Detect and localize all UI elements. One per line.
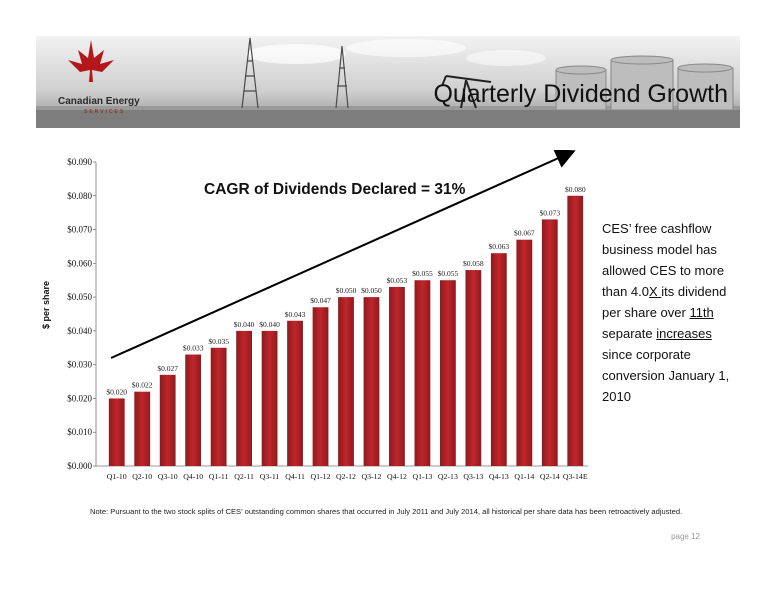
y-tick-label: $0.040 xyxy=(67,326,92,336)
bar-value-label: $0.040 xyxy=(259,320,280,329)
bar xyxy=(439,280,456,466)
x-tick-label: Q3-14E xyxy=(563,472,588,481)
x-tick-label: Q4-12 xyxy=(387,472,407,481)
bar xyxy=(210,347,227,466)
x-tick-label: Q1-13 xyxy=(412,472,432,481)
dividend-bar-chart: $0.000 $0.010 $0.020 $0.030 $0.040 $0.050 $0.0… xyxy=(41,150,588,481)
cagr-annotation: CAGR of Dividends Declared = 31% xyxy=(204,181,466,198)
bar-value-label: $0.055 xyxy=(412,269,433,278)
bar xyxy=(414,280,431,466)
bar-value-label: $0.020 xyxy=(106,387,127,396)
side-text-part5: separate xyxy=(602,326,657,341)
bar xyxy=(287,320,303,466)
side-text-part2: X xyxy=(649,284,662,299)
banner-landscape xyxy=(36,36,740,128)
bar-value-label: $0.033 xyxy=(183,344,204,353)
x-tick-label: Q2-12 xyxy=(336,472,356,481)
bar-value-label: $0.058 xyxy=(463,259,484,268)
bar xyxy=(567,195,584,466)
bar xyxy=(159,374,176,466)
y-tick-label: $0.060 xyxy=(67,258,92,268)
bar xyxy=(389,286,405,466)
x-tick-label: Q1-11 xyxy=(209,472,229,481)
x-tick-label: Q3-10 xyxy=(158,472,178,481)
side-text-part7: since corporate conversion January 1, 20… xyxy=(602,347,730,404)
bar xyxy=(465,270,482,466)
x-tick-label: Q3-11 xyxy=(260,472,280,481)
x-tick-label: Q1-14 xyxy=(514,472,534,481)
bar-value-label: $0.073 xyxy=(539,208,560,217)
bar xyxy=(338,297,354,466)
bar xyxy=(490,253,507,466)
y-tick-label: $0.000 xyxy=(67,461,92,471)
page-number: page 12 xyxy=(671,532,700,541)
bar-value-label: $0.080 xyxy=(565,185,586,194)
bar-value-label: $0.027 xyxy=(157,364,178,373)
side-text-part4: 11th xyxy=(689,305,714,320)
bar-value-label: $0.067 xyxy=(514,229,535,238)
bar-value-label: $0.050 xyxy=(336,286,357,295)
x-tick-label: Q3-13 xyxy=(463,472,483,481)
side-text-part6: increases xyxy=(656,326,712,341)
bar xyxy=(108,398,125,466)
bar xyxy=(261,330,278,466)
x-tick-label: Q2-13 xyxy=(438,472,458,481)
bar-value-label: $0.055 xyxy=(438,269,459,278)
bar xyxy=(516,239,533,466)
y-tick-label: $0.070 xyxy=(67,225,92,235)
x-tick-label: Q1-12 xyxy=(311,472,331,481)
y-axis-label: $ per share xyxy=(41,281,51,329)
bar-value-label: $0.035 xyxy=(208,337,229,346)
side-text-part3: its dividend per share over xyxy=(602,284,727,320)
x-tick-label: Q1-10 xyxy=(107,472,127,481)
bar-value-label: $0.022 xyxy=(132,381,153,390)
y-tick-label: $0.010 xyxy=(67,427,92,437)
bar-value-label: $0.050 xyxy=(361,286,382,295)
y-tick-label: $0.090 xyxy=(67,157,92,167)
y-tick-label: $0.080 xyxy=(67,191,92,201)
bar xyxy=(185,354,202,466)
x-tick-label: Q4-10 xyxy=(183,472,203,481)
page-title: Quarterly Dividend Growth xyxy=(433,80,728,108)
bar-value-label: $0.040 xyxy=(234,320,255,329)
bar xyxy=(236,330,253,466)
bar-value-label: $0.053 xyxy=(387,276,408,285)
y-tick-label: $0.020 xyxy=(67,393,92,403)
x-tick-label: Q2-14 xyxy=(540,472,560,481)
bar-value-label: $0.063 xyxy=(489,242,510,251)
x-tick-label: Q2-10 xyxy=(132,472,152,481)
pumpjack-icon xyxy=(441,75,492,109)
bar xyxy=(134,391,151,466)
storage-tanks-icon xyxy=(555,55,734,111)
bar xyxy=(541,219,558,466)
side-text-part1: CES’ free cashflow business model has al… xyxy=(602,221,725,299)
logo-subtitle: SERVICES xyxy=(84,109,126,115)
x-tick-label: Q3-12 xyxy=(362,472,382,481)
footnote: Note: Pursuant to the two stock splits o… xyxy=(90,507,683,516)
trend-arrow xyxy=(110,150,576,359)
bar xyxy=(363,297,380,466)
x-tick-label: Q2-11 xyxy=(234,472,254,481)
bar xyxy=(312,307,329,466)
logo-name: Canadian Energy xyxy=(58,96,140,107)
y-tick-label: $0.030 xyxy=(67,360,92,370)
y-tick-label: $0.050 xyxy=(67,292,92,302)
bar-value-label: $0.043 xyxy=(285,310,306,319)
x-tick-label: Q4-11 xyxy=(285,472,305,481)
maple-leaf-logo-icon xyxy=(68,40,114,82)
header-banner: Canadian Energy SERVICES Quarterly Divid… xyxy=(36,36,740,128)
drilling-rig-icon xyxy=(241,37,349,109)
bar-value-label: $0.047 xyxy=(310,296,331,305)
side-commentary: CES’ free cashflow business model has al… xyxy=(602,218,742,407)
x-tick-label: Q4-13 xyxy=(489,472,509,481)
